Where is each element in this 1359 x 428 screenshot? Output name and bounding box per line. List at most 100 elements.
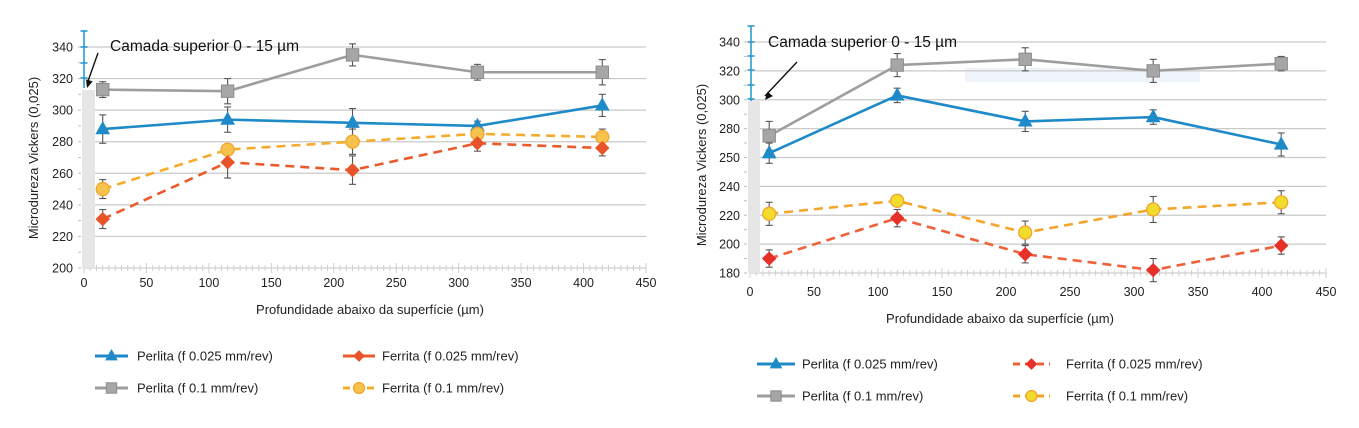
- legend-item: Perlita (f 0.025 mm/rev): [95, 349, 273, 364]
- x-tick-label: 100: [868, 285, 889, 299]
- x-tick-label: 50: [807, 285, 821, 299]
- data-point-circle: [95, 181, 110, 197]
- data-point-triangle: [889, 87, 905, 101]
- x-tick-label: 50: [139, 276, 153, 290]
- y-tick-label: 280: [719, 122, 740, 136]
- data-point-square: [762, 129, 776, 143]
- data-point-square: [220, 84, 235, 98]
- series-line: [768, 216, 1282, 272]
- data-point-diamond: [220, 155, 235, 170]
- data-point-diamond: [470, 136, 485, 151]
- legend-label: Ferrita (f 0.1 mm/rev): [382, 381, 504, 396]
- data-point-triangle: [1145, 108, 1161, 123]
- y-tick-label: 240: [52, 198, 73, 212]
- legend-marker-circle: [1025, 389, 1038, 403]
- data-point-square: [1274, 56, 1288, 71]
- legend-label: Ferrita (f 0.025 mm/rev): [382, 349, 519, 364]
- x-tick-label: 0: [747, 285, 754, 299]
- legend-marker-diamond: [1025, 358, 1038, 370]
- y-tick-label: 220: [719, 209, 740, 223]
- x-tick-label: 150: [932, 285, 953, 299]
- x-tick-label: 300: [448, 276, 469, 290]
- x-tick-label: 250: [386, 276, 407, 290]
- data-point-triangle: [761, 145, 777, 159]
- x-tick-label: 250: [1060, 285, 1081, 299]
- legend-label: Perlita (f 0.025 mm/rev): [137, 349, 273, 364]
- legend-item: Ferrita (f 0.025 mm/rev): [1013, 357, 1203, 372]
- legend-item: Perlita (f 0.1 mm/rev): [757, 389, 923, 404]
- annotation-arrow-shaft: [764, 61, 798, 97]
- data-point-diamond: [1017, 247, 1033, 262]
- x-tick-label: 150: [261, 276, 282, 290]
- x-tick-label: 200: [323, 276, 344, 290]
- highlight-halo: [965, 68, 1200, 82]
- y-tick-label: 340: [719, 36, 740, 50]
- surface-layer-band: [748, 101, 760, 273]
- y-tick-label: 340: [52, 41, 73, 55]
- y-tick-label: 300: [52, 104, 73, 118]
- legend-label: Perlita (f 0.1 mm/rev): [802, 389, 923, 404]
- data-point-square: [1146, 64, 1160, 78]
- x-tick-label: 350: [511, 276, 532, 290]
- x-axis-title: Profundidade abaixo da superfície (µm): [256, 302, 484, 317]
- data-point-diamond: [1273, 238, 1289, 253]
- legend-label: Perlita (f 0.025 mm/rev): [802, 357, 938, 372]
- x-tick-label: 450: [636, 276, 657, 290]
- legend-marker-square: [770, 390, 782, 402]
- x-tick-label: 400: [1252, 285, 1273, 299]
- data-point-circle: [345, 134, 360, 149]
- data-point-diamond: [595, 140, 610, 156]
- data-point-triangle: [345, 114, 360, 128]
- data-point-diamond: [889, 210, 905, 226]
- legend-item: Perlita (f 0.025 mm/rev): [757, 357, 938, 372]
- legend-item: Ferrita (f 0.025 mm/rev): [343, 349, 519, 364]
- data-point-square: [595, 65, 609, 79]
- data-point-triangle: [1273, 136, 1289, 150]
- legend-label: Ferrita (f 0.1 mm/rev): [1066, 389, 1188, 404]
- annotation-label: Camada superior 0 - 15 µm: [110, 38, 299, 55]
- y-tick-label: 200: [719, 238, 740, 252]
- data-point-triangle: [220, 111, 235, 125]
- data-point-circle: [762, 206, 777, 221]
- annotation-label: Camada superior 0 - 15 µm: [768, 34, 957, 51]
- annotation-arrow-head: [86, 79, 93, 88]
- data-point-diamond: [761, 251, 777, 266]
- y-tick-label: 320: [52, 72, 73, 86]
- legend-marker-triangle: [105, 348, 118, 361]
- data-point-diamond: [345, 162, 360, 178]
- x-tick-label: 100: [198, 276, 219, 290]
- data-point-square: [345, 48, 360, 62]
- data-point-square: [470, 65, 485, 79]
- legend-marker-diamond: [353, 350, 365, 362]
- annotation-arrow-shaft: [86, 52, 99, 85]
- data-point-circle: [1018, 225, 1033, 240]
- x-tick-label: 400: [573, 276, 594, 290]
- data-point-circle: [1274, 195, 1289, 210]
- data-point-circle: [1146, 202, 1161, 217]
- legend-marker-square: [105, 382, 118, 394]
- y-tick-label: 280: [52, 135, 73, 149]
- legend-label: Ferrita (f 0.025 mm/rev): [1066, 357, 1203, 372]
- x-tick-label: 0: [81, 276, 88, 290]
- data-point-diamond: [95, 211, 110, 227]
- y-tick-label: 200: [52, 262, 73, 276]
- data-point-triangle: [1017, 113, 1033, 127]
- y-axis-title: Microdureza Vickers (0,025): [694, 84, 709, 246]
- chart-left-panel: 200 220 240 260 280 300 320 340 0 50 100 150 200 250 3…: [26, 30, 657, 396]
- y-tick-label: 300: [719, 93, 740, 107]
- legend: Perlita (f 0.025 mm/rev) Ferrita (f 0.025…: [95, 349, 519, 396]
- y-tick-label: 320: [719, 64, 740, 78]
- x-tick-label: 350: [1188, 285, 1209, 299]
- data-point-diamond: [1145, 262, 1161, 278]
- legend-marker-triangle: [769, 356, 783, 369]
- y-tick-label: 220: [52, 230, 73, 244]
- data-point-square: [96, 82, 110, 97]
- legend-item: Ferrita (f 0.1 mm/rev): [343, 381, 504, 396]
- y-tick-label: 250: [719, 151, 740, 165]
- legend: Perlita (f 0.025 mm/rev) Ferrita (f 0.025…: [757, 357, 1203, 404]
- legend-item: Ferrita (f 0.1 mm/rev): [1013, 389, 1188, 404]
- x-tick-label: 300: [1124, 285, 1145, 299]
- surface-layer-band: [82, 90, 95, 268]
- chart-right-panel: 180 200 220 240 250 280 300 320 340 0 50 100 150 200 2…: [694, 25, 1337, 404]
- x-tick-label: 450: [1316, 285, 1337, 299]
